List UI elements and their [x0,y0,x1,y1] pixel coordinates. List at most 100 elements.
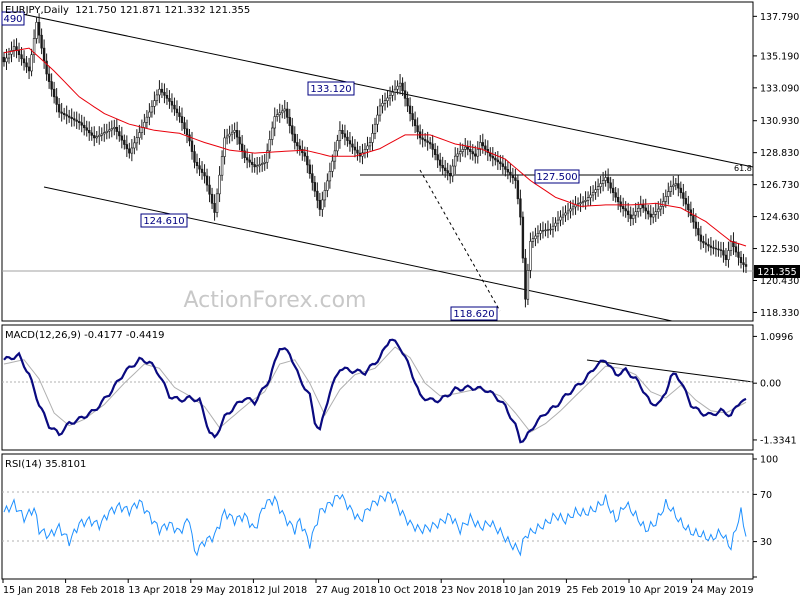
candle-body [12,46,16,51]
moving-average-line [3,47,747,247]
candle-body [702,241,705,244]
rsi-panel-frame [1,453,754,580]
candle-body [5,57,8,63]
candle-body [396,85,399,90]
candle-body [739,257,743,263]
candle-body [105,130,108,133]
price-y-tick-label: 137.790 [760,12,799,23]
candle-body [150,106,154,113]
candle-body [469,149,472,152]
candle-body [245,157,249,161]
candle-body [250,161,254,165]
candle-body [298,145,301,150]
candle-body [296,142,299,147]
candle-body [707,244,710,247]
candle-body [416,125,419,133]
candle-body [436,154,439,161]
candle-body [481,142,484,147]
candle-body [539,230,542,234]
macd-lines [2,338,753,444]
candle-body [704,242,708,245]
candle-body [727,250,730,260]
candle-body [499,161,502,165]
candle-body [642,204,645,209]
candle-body [353,146,357,151]
candle-body [2,56,6,63]
candle-body [431,143,434,150]
price-y-tick-label: 120.430 [760,276,799,287]
label-490-text: 490 [3,14,22,25]
candle-body [604,177,607,181]
candle-body [674,183,678,186]
candle-body [316,190,319,201]
candle-body [719,249,723,251]
candle-body [524,257,527,300]
candle-body [479,142,482,150]
candle-body [30,54,33,72]
candle-body [268,139,271,152]
candle-body [326,180,329,191]
candle-body [474,153,477,157]
candle-body [168,98,171,102]
rsi-line [3,491,747,557]
candle-body [581,201,585,203]
candle-body [178,112,181,117]
candle-body [130,147,134,154]
candle-body [423,139,427,142]
candle-body [95,136,98,139]
candle-body [591,192,595,196]
candle-body [308,164,312,174]
candle-body [356,149,359,154]
candle-body [133,142,136,149]
candle-body [368,142,372,147]
candle-body [732,241,735,248]
candle-body [677,183,680,189]
candle-body [185,128,189,136]
candle-body [529,241,532,271]
candle-body [153,100,156,107]
candle-body [709,245,713,248]
price-y-axis: 137.790 135.190 133.090 130.930 128.830 126.7… [753,12,799,319]
x-tick-label: 27 Aug 2018 [316,585,377,596]
candle-body [729,241,733,251]
candle-body [491,155,495,159]
candle-body [451,165,454,177]
candle-body [72,118,76,121]
candle-body [511,174,515,179]
candle-body [388,95,392,99]
candle-body [220,156,224,176]
candle-body [103,132,106,135]
candle-body [734,246,738,253]
candle-body [163,91,166,96]
candle-body [160,88,164,93]
candle-body [594,189,597,193]
rsi-y-tick-label: 100 [760,455,778,466]
label-133-120: 133.120 [307,81,355,96]
last-price-label: 121.355 [757,267,796,278]
candle-body [466,146,469,150]
candle-body [571,206,575,210]
x-tick-label: 25 Feb 2019 [566,585,625,596]
label-124-610: 124.610 [140,213,188,228]
candle-body [694,221,698,229]
candle-body [313,182,317,192]
candle-body [42,47,46,62]
candle-body [386,97,389,101]
candle-body [35,21,38,39]
candle-body [649,213,652,218]
candle-body [32,38,36,56]
candle-body [253,164,256,168]
candle-body [426,140,429,143]
candle-body [248,159,251,163]
candle-body [441,165,444,169]
candle-body [20,54,23,60]
candle-body [7,53,11,59]
candle-body [306,155,309,166]
candle-body [165,95,169,99]
candle-body [286,108,289,118]
candle-body [260,163,264,165]
candle-body [193,151,196,163]
candle-body [697,228,700,236]
candle-body [266,150,269,163]
